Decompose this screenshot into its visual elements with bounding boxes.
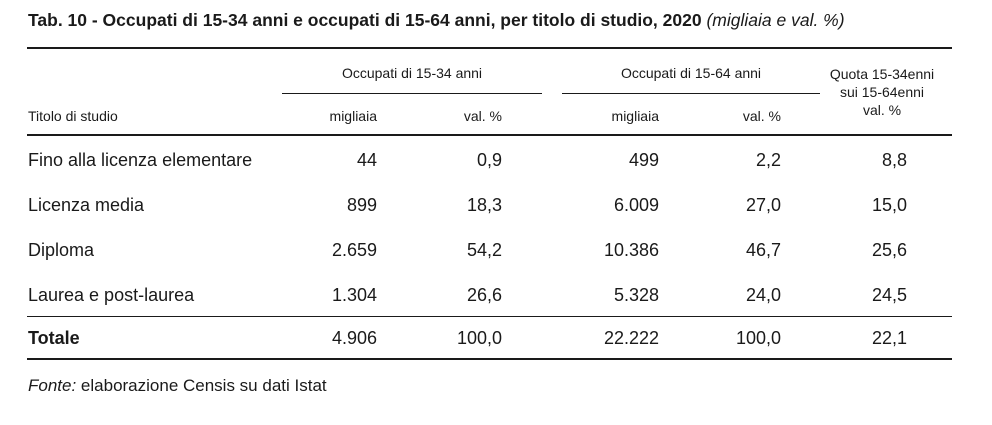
row-label: Licenza media <box>28 195 145 215</box>
cell-15-34-val: 26,6 <box>466 285 502 305</box>
cell-15-34-migliaia: 1.304 <box>331 285 377 305</box>
cell-15-34-val: 54,2 <box>466 240 502 260</box>
group-header-15-64: Occupati di 15-64 anni <box>620 65 762 81</box>
cell-15-64-migliaia: 499 <box>628 150 659 170</box>
total-15-34-migliaia: 4.906 <box>331 328 377 348</box>
cell-quota: 24,5 <box>871 285 907 305</box>
table-row: Licenza media 899 18,3 6.009 27,0 15,0 <box>0 195 992 215</box>
cell-15-64-val: 27,0 <box>745 195 781 215</box>
total-row: Totale 4.906 100,0 22.222 100,0 22,1 <box>0 328 992 348</box>
cell-15-34-val: 0,9 <box>476 150 502 170</box>
quota-header-line1: Quota 15-34enni <box>829 66 935 82</box>
col-header-15-64-val: val. % <box>742 108 781 124</box>
group-underline-15-64 <box>562 93 820 94</box>
cell-quota: 15,0 <box>871 195 907 215</box>
table-title-main: Tab. 10 - Occupati di 15-34 anni e occup… <box>28 10 702 30</box>
table-title-unit: (migliaia e val. %) <box>706 10 845 30</box>
cell-15-64-val: 24,0 <box>745 285 781 305</box>
cell-15-34-val: 18,3 <box>466 195 502 215</box>
total-15-34-val: 100,0 <box>456 328 502 348</box>
cell-15-34-migliaia: 44 <box>356 150 377 170</box>
quota-header: Quota 15-34enni sui 15-64enni val. % <box>812 65 952 119</box>
cell-15-64-migliaia: 10.386 <box>603 240 659 260</box>
total-quota: 22,1 <box>871 328 907 348</box>
source-text: elaborazione Censis su dati Istat <box>76 376 327 395</box>
row-label: Fino alla licenza elementare <box>28 150 253 170</box>
group-underline-15-34 <box>282 93 542 94</box>
cell-15-64-migliaia: 5.328 <box>613 285 659 305</box>
quota-header-unit: val. % <box>862 102 902 118</box>
top-rule <box>27 47 952 49</box>
row-label-header: Titolo di studio <box>28 108 118 124</box>
cell-15-34-migliaia: 899 <box>346 195 377 215</box>
table-title: Tab. 10 - Occupati di 15-34 anni e occup… <box>28 10 978 31</box>
source-label: Fonte: <box>28 376 77 395</box>
col-header-15-34-val: val. % <box>463 108 502 124</box>
col-header-15-64-migliaia: migliaia <box>611 108 659 124</box>
header-rule <box>27 134 952 136</box>
cell-15-64-migliaia: 6.009 <box>613 195 659 215</box>
table-row: Fino alla licenza elementare 44 0,9 499 … <box>0 150 992 170</box>
cell-quota: 8,8 <box>881 150 907 170</box>
col-header-15-34-migliaia: migliaia <box>329 108 377 124</box>
total-label: Totale <box>28 328 80 348</box>
quota-header-line2: sui 15-64enni <box>839 84 925 100</box>
row-label: Laurea e post-laurea <box>28 285 195 305</box>
group-header-15-34: Occupati di 15-34 anni <box>341 65 483 81</box>
cell-15-34-migliaia: 2.659 <box>331 240 377 260</box>
source-note: Fonte: elaborazione Censis su dati Istat <box>28 376 327 396</box>
cell-quota: 25,6 <box>871 240 907 260</box>
total-15-64-val: 100,0 <box>735 328 781 348</box>
total-15-64-migliaia: 22.222 <box>603 328 659 348</box>
cell-15-64-val: 2,2 <box>755 150 781 170</box>
table-row: Laurea e post-laurea 1.304 26,6 5.328 24… <box>0 285 992 305</box>
total-rule <box>27 316 952 317</box>
table-row: Diploma 2.659 54,2 10.386 46,7 25,6 <box>0 240 992 260</box>
row-label: Diploma <box>28 240 95 260</box>
bottom-rule <box>27 358 952 360</box>
cell-15-64-val: 46,7 <box>745 240 781 260</box>
